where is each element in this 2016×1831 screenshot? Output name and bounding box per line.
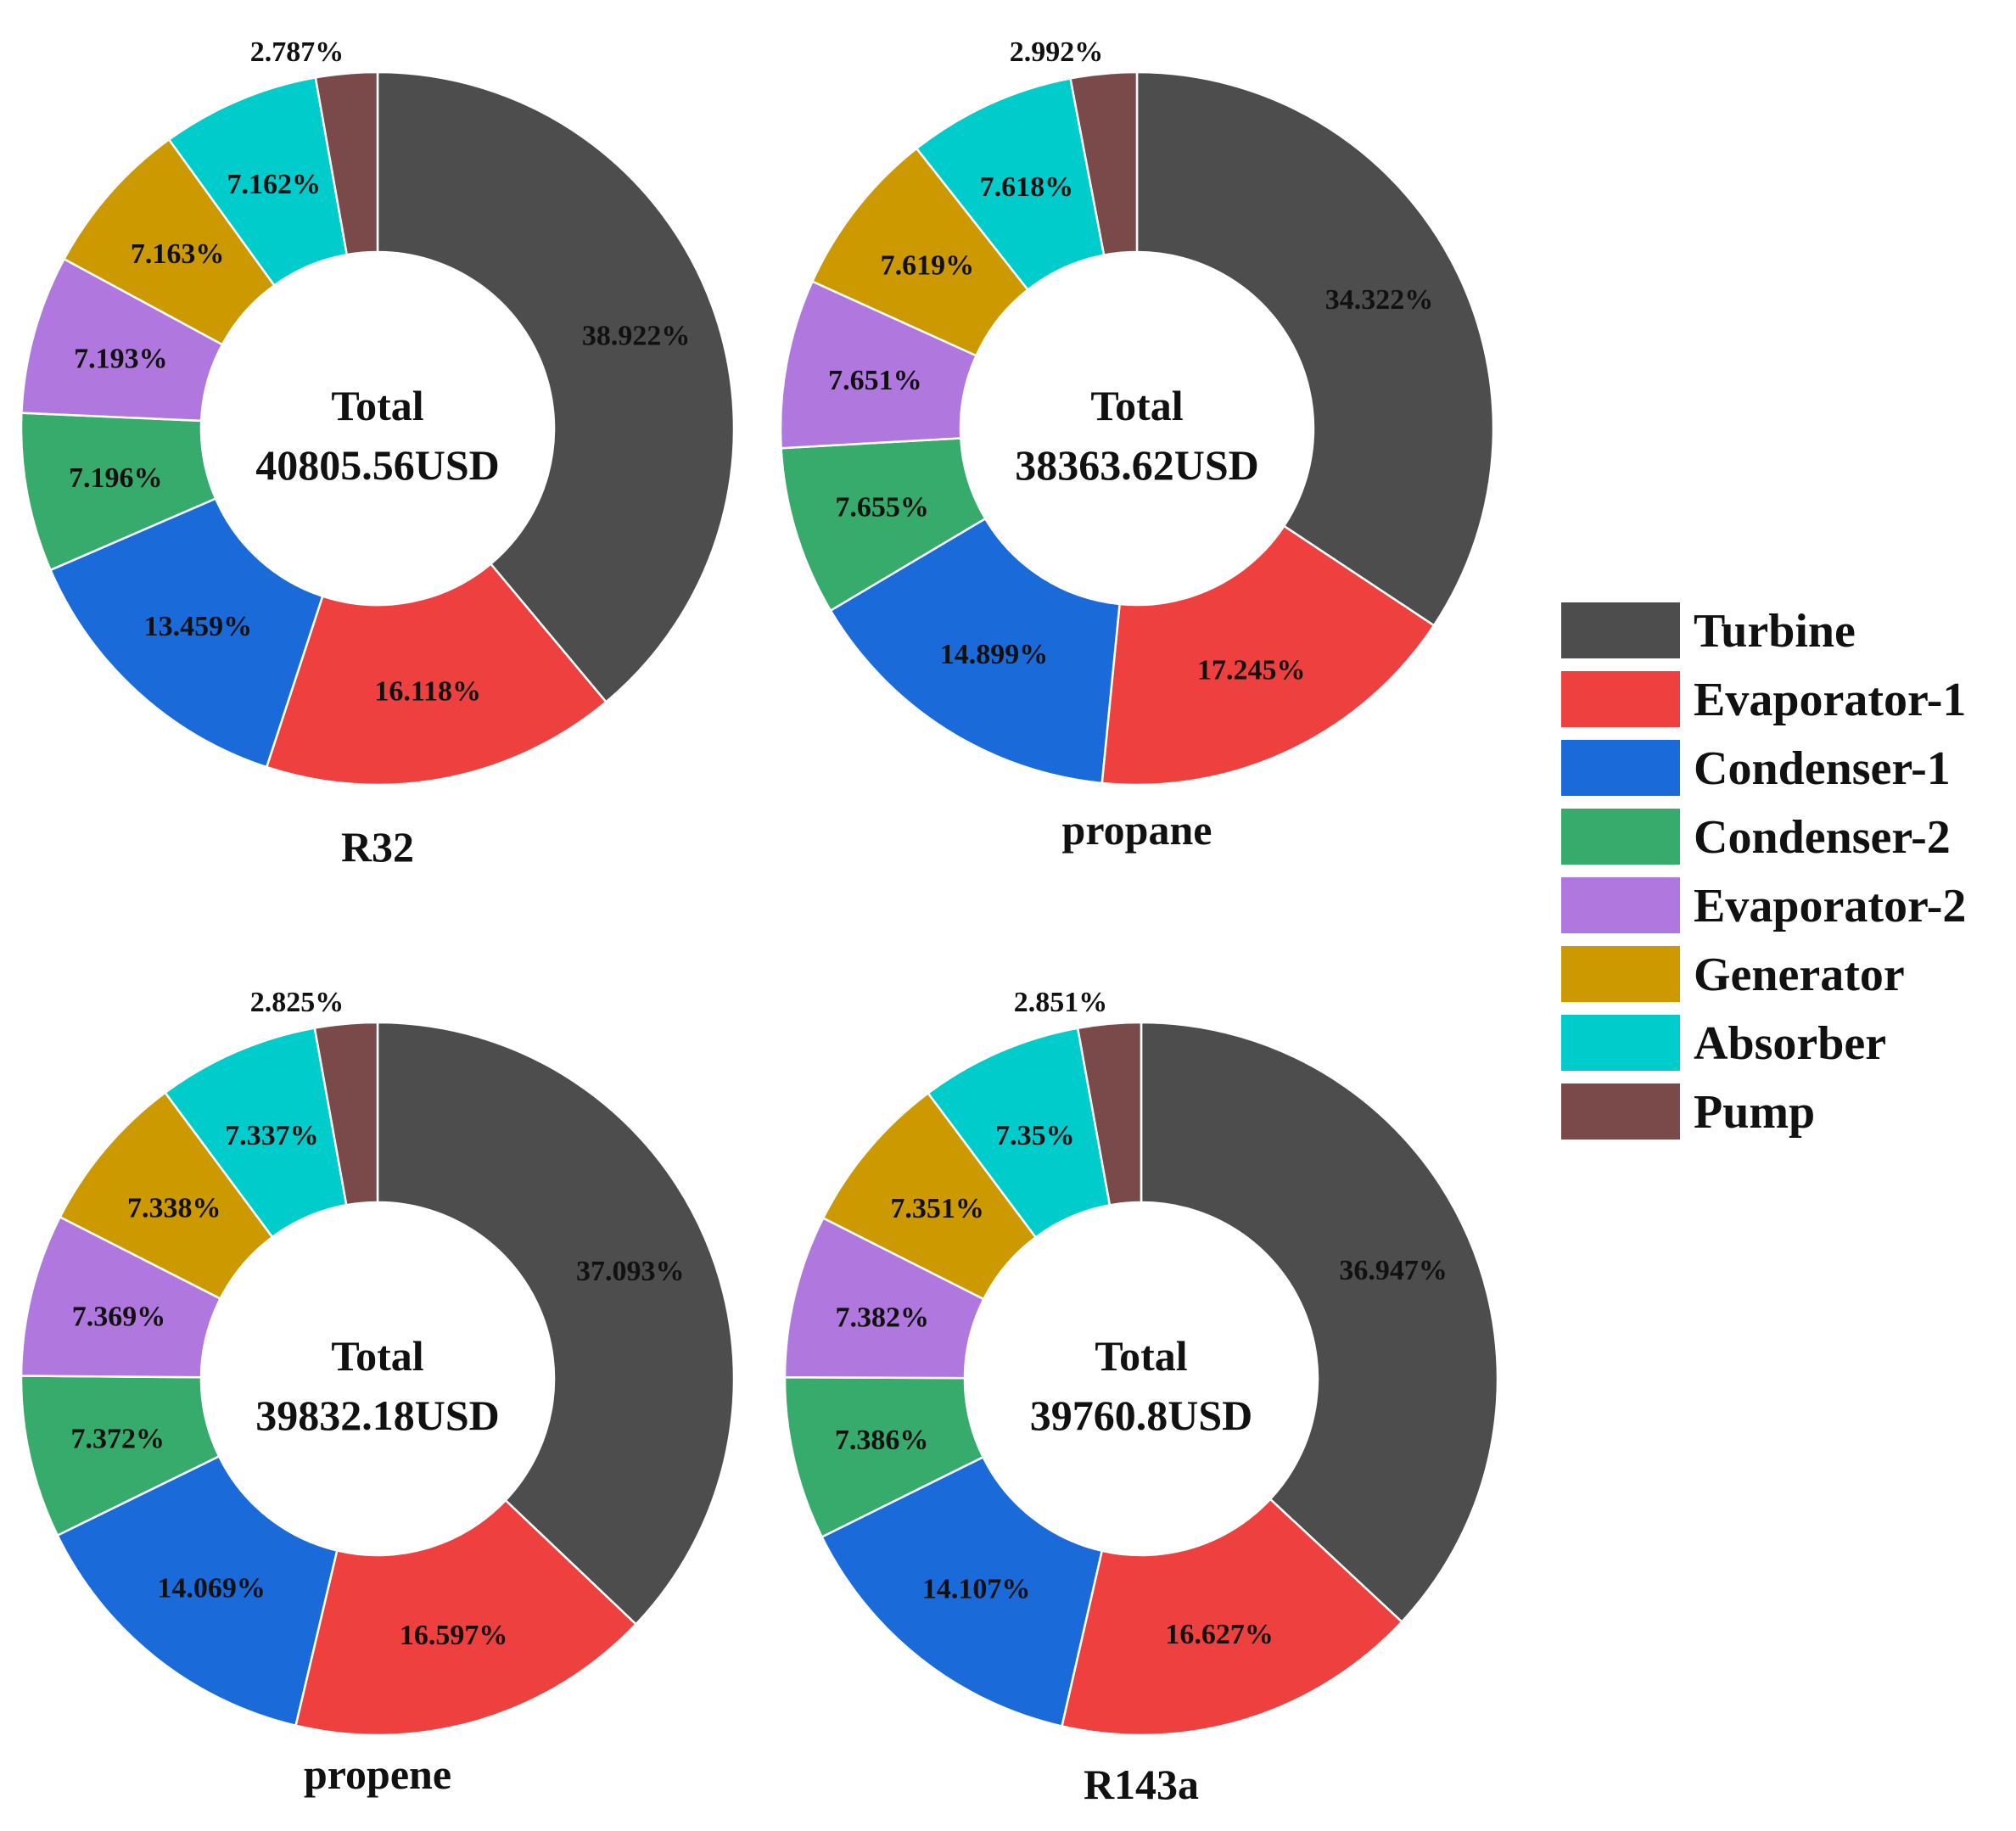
slice-label-generator: 7.338% (127, 1192, 221, 1223)
slice-pump (313, 1021, 379, 1207)
slice-label-pump: 2.787% (250, 36, 344, 68)
slice-label-generator: 7.619% (881, 249, 975, 281)
center-label-total: 38363.62USD (1015, 441, 1259, 489)
legend-label: Generator (1694, 949, 1905, 1001)
center-label-title: Total (1090, 382, 1183, 429)
legend-label: Evaporator-1 (1694, 674, 1966, 726)
slice-label-condenser-1: 13.459% (144, 611, 253, 642)
slice-label-evaporator-1: 16.118% (374, 675, 481, 707)
legend-swatch (1561, 946, 1680, 1002)
slice-label-evaporator-2: 7.193% (74, 343, 168, 374)
slice-label-generator: 7.351% (890, 1193, 984, 1224)
slice-label-evaporator-2: 7.369% (72, 1301, 166, 1332)
legend-label: Condenser-1 (1694, 742, 1951, 795)
slice-pump (1069, 70, 1139, 257)
legend-label: Turbine (1694, 605, 1856, 658)
legend-item-turbine: Turbine (1561, 602, 1856, 658)
slice-pump (314, 70, 379, 256)
slice-evaporator-1 (294, 1498, 638, 1737)
legend-item-condenser-1: Condenser-1 (1561, 740, 1951, 796)
chart-name: propane (1062, 806, 1212, 854)
legend: Turbine Evaporator-1 Condenser-1 Condenser-… (1561, 602, 1966, 1139)
center-label-title: Total (331, 382, 423, 429)
slice-label-evaporator-2: 7.651% (828, 365, 922, 396)
legend-item-absorber: Absorber (1561, 1015, 1886, 1071)
center-label-total: 39832.18USD (255, 1391, 500, 1439)
legend-item-condenser-2: Condenser-2 (1561, 809, 1951, 865)
legend-swatch (1561, 809, 1680, 865)
legend-label: Pump (1694, 1086, 1815, 1139)
chart-name: R143a (1084, 1761, 1199, 1808)
slice-label-turbine: 34.322% (1325, 284, 1434, 316)
slice-label-condenser-2: 7.372% (71, 1424, 165, 1455)
donut-chart-r32: 38.922% 16.118% 13.459% 7.196% 7.193% 7.163% 7… (20, 36, 736, 871)
slice-label-evaporator-1: 16.627% (1165, 1619, 1274, 1650)
slice-pump (1076, 1021, 1143, 1207)
slice-label-generator: 7.163% (131, 238, 225, 270)
center-label-title: Total (1095, 1332, 1187, 1380)
slice-label-condenser-2: 7.386% (835, 1425, 929, 1456)
legend-swatch (1561, 740, 1680, 796)
legend-item-evaporator-1: Evaporator-1 (1561, 671, 1966, 727)
slice-turbine (1140, 1021, 1499, 1624)
legend-swatch (1561, 1083, 1680, 1139)
legend-label: Absorber (1694, 1017, 1886, 1070)
legend-label: Evaporator-2 (1694, 880, 1966, 932)
slice-condenser-1 (829, 517, 1121, 785)
slice-label-turbine: 36.947% (1339, 1255, 1448, 1286)
legend-label: Condenser-2 (1694, 811, 1951, 864)
slice-label-pump: 2.851% (1014, 987, 1108, 1018)
slice-label-condenser-1: 14.899% (940, 639, 1049, 670)
slice-label-evaporator-2: 7.382% (835, 1302, 929, 1334)
slice-label-turbine: 38.922% (582, 321, 691, 352)
donut-charts: 38.922% 16.118% 13.459% 7.196% 7.193% 7.163% 7… (20, 36, 1499, 1808)
legend-swatch (1561, 1015, 1680, 1071)
legend-swatch (1561, 602, 1680, 658)
center-label-title: Total (331, 1332, 423, 1380)
slice-label-pump: 2.992% (1010, 36, 1104, 68)
center-label-total: 39760.8USD (1030, 1391, 1253, 1439)
chart-name: R32 (341, 823, 414, 871)
slice-evaporator-1 (265, 562, 608, 787)
slice-turbine (1135, 70, 1495, 627)
donut-chart-propene: 37.093% 16.597% 14.069% 7.372% 7.369% 7.338% 7… (20, 987, 736, 1798)
slice-label-absorber: 7.618% (980, 171, 1074, 203)
slice-label-absorber: 7.35% (995, 1120, 1075, 1151)
slice-label-evaporator-1: 16.597% (400, 1620, 508, 1651)
slice-condenser-1 (48, 496, 324, 769)
slice-label-condenser-2: 7.196% (69, 462, 163, 494)
chart-name: propene (304, 1750, 451, 1798)
slice-label-turbine: 37.093% (576, 1256, 685, 1287)
slice-label-absorber: 7.162% (227, 169, 321, 200)
slice-label-condenser-1: 14.107% (922, 1574, 1031, 1605)
legend-swatch (1561, 671, 1680, 727)
donut-chart-r143a: 36.947% 16.627% 14.107% 7.386% 7.382% 7.351% 7… (783, 987, 1499, 1808)
slice-label-pump: 2.825% (250, 987, 344, 1018)
slice-label-evaporator-1: 17.245% (1197, 655, 1306, 686)
slice-label-absorber: 7.337% (225, 1120, 319, 1151)
legend-item-evaporator-2: Evaporator-2 (1561, 877, 1966, 933)
slice-condenser-1 (820, 1455, 1104, 1727)
center-label-total: 40805.56USD (255, 441, 500, 489)
slice-evaporator-1 (1060, 1498, 1403, 1737)
donut-chart-propane: 34.322% 17.245% 14.899% 7.655% 7.651% 7.619% 7… (779, 36, 1495, 854)
slice-turbine (376, 70, 736, 704)
slice-label-condenser-1: 14.069% (157, 1572, 266, 1604)
slice-turbine (376, 1021, 736, 1627)
slice-condenser-1 (56, 1454, 339, 1727)
legend-swatch (1561, 877, 1680, 933)
legend-item-generator: Generator (1561, 946, 1905, 1002)
legend-item-pump: Pump (1561, 1083, 1815, 1139)
slice-evaporator-1 (1100, 524, 1436, 787)
slice-label-condenser-2: 7.655% (835, 492, 929, 524)
